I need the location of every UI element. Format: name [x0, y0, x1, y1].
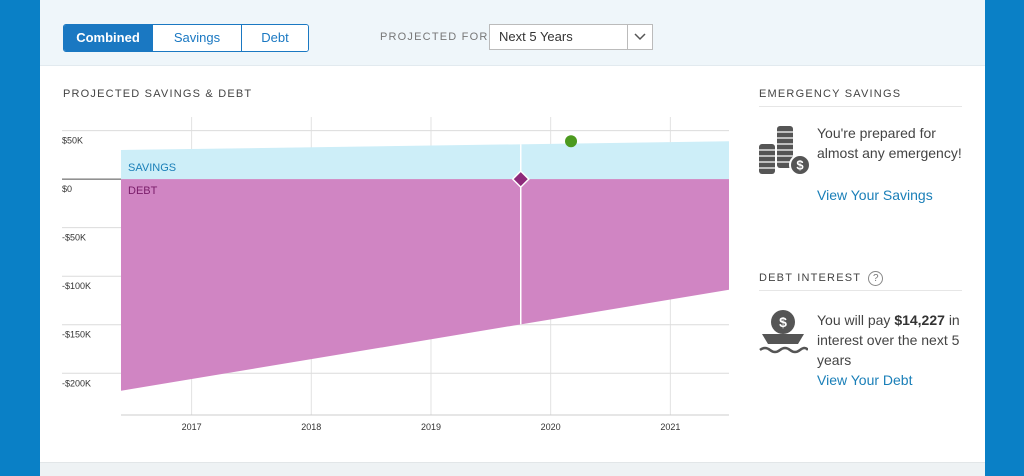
area — [121, 141, 729, 180]
section-title: DEBT INTEREST ? — [759, 271, 884, 286]
bottom-bar — [40, 462, 985, 476]
divider — [759, 290, 962, 291]
coins-icon: $ — [759, 126, 811, 176]
x-tick-label: 2017 — [182, 422, 202, 432]
tab[interactable]: Savings — [152, 25, 241, 51]
debt-link[interactable]: View Your Debt — [817, 372, 913, 388]
tab[interactable]: Debt — [241, 25, 308, 51]
series-label: SAVINGS — [128, 162, 176, 174]
projected-for-label: PROJECTED FOR — [380, 31, 489, 43]
text: in interest over the next 5 years — [817, 312, 960, 368]
dropdown-arrow — [627, 25, 646, 49]
savings-link[interactable]: View Your Savings — [817, 187, 933, 203]
chart-title: PROJECTED SAVINGS & DEBT — [63, 88, 253, 100]
cursor-diamond — [511, 170, 530, 189]
section-title: EMERGENCY SAVINGS — [759, 88, 902, 100]
area — [121, 179, 729, 391]
y-tick-label: -$100K — [62, 281, 91, 291]
help-icon[interactable]: ? — [868, 271, 884, 286]
select-value: Next 5 Years — [499, 29, 573, 44]
y-tick-label: $50K — [62, 136, 83, 146]
x-tick-label: 2021 — [660, 422, 680, 432]
section-title-text: DEBT INTEREST — [759, 272, 861, 284]
series-label: DEBT — [128, 185, 158, 197]
svg-text:$: $ — [796, 158, 804, 173]
x-tick-label: 2020 — [541, 422, 561, 432]
text: You will pay — [817, 312, 891, 328]
period-select[interactable]: Next 5 Years — [489, 24, 653, 50]
tab[interactable]: Combined — [64, 25, 152, 51]
x-tick-label: 2019 — [421, 422, 441, 432]
interest-text: You will pay $14,227 in interest over th… — [817, 310, 967, 370]
y-tick-label: $0 — [62, 184, 72, 194]
y-tick-label: -$200K — [62, 378, 91, 388]
y-tick-label: -$150K — [62, 330, 91, 340]
top-bar: Combined Savings Debt PROJECTED FOR Next… — [40, 0, 985, 66]
emergency-text: You're prepared for almost any emergency… — [817, 125, 962, 161]
svg-text:$: $ — [779, 314, 787, 330]
y-tick-label: -$50K — [62, 233, 86, 243]
goal-marker — [565, 135, 578, 148]
divider — [759, 106, 962, 107]
x-tick-label: 2018 — [301, 422, 321, 432]
view-tabs: Combined Savings Debt — [63, 24, 309, 52]
ship-icon: $ — [759, 310, 808, 354]
interest-amount: $14,227 — [894, 312, 945, 328]
